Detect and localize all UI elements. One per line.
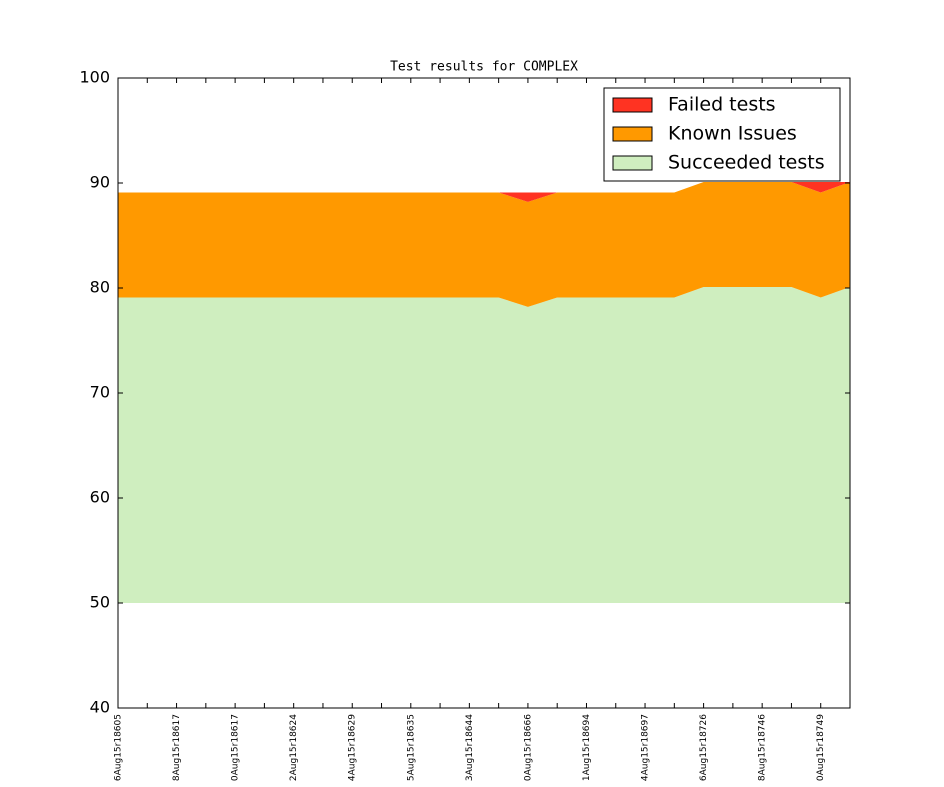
legend-label: Failed tests (668, 94, 776, 116)
legend-swatch (612, 126, 653, 142)
x-tick-label: 0Aug15r18749 (816, 714, 826, 781)
y-tick-label: 90 (90, 173, 110, 192)
legend-swatch (612, 97, 653, 113)
area (118, 286, 850, 603)
x-tick-label: 1Aug15r18694 (582, 714, 592, 781)
legend-label: Known Issues (668, 123, 797, 145)
y-tick-label: 50 (90, 593, 110, 612)
x-tick-label: 3Aug15r18644 (465, 714, 475, 781)
x-tick-label: 4Aug15r18697 (641, 714, 651, 781)
chart-title: Test results for COMPLEX (390, 60, 578, 75)
x-tick-label: 8Aug15r18746 (758, 714, 768, 781)
x-tick-label: 2Aug15r18624 (289, 714, 299, 781)
x-tick-label: 0Aug15r18617 (231, 714, 241, 781)
x-tick-label: 5Aug15r18635 (406, 714, 416, 781)
x-tick-label: 0Aug15r18666 (523, 714, 533, 781)
x-tick-label: 6Aug15r18605 (114, 714, 124, 781)
y-tick-label: 100 (79, 68, 110, 87)
y-tick-label: 70 (90, 383, 110, 402)
y-tick-label: 80 (90, 278, 110, 297)
y-tick-label: 60 (90, 488, 110, 507)
y-tick-label: 40 (90, 698, 110, 717)
x-tick-label: 8Aug15r18617 (172, 714, 182, 781)
area (118, 181, 850, 307)
legend-swatch (612, 155, 653, 171)
legend-label: Succeeded tests (668, 152, 825, 174)
x-tick-label: 6Aug15r18726 (699, 714, 709, 781)
x-tick-label: 4Aug15r18629 (348, 714, 358, 781)
